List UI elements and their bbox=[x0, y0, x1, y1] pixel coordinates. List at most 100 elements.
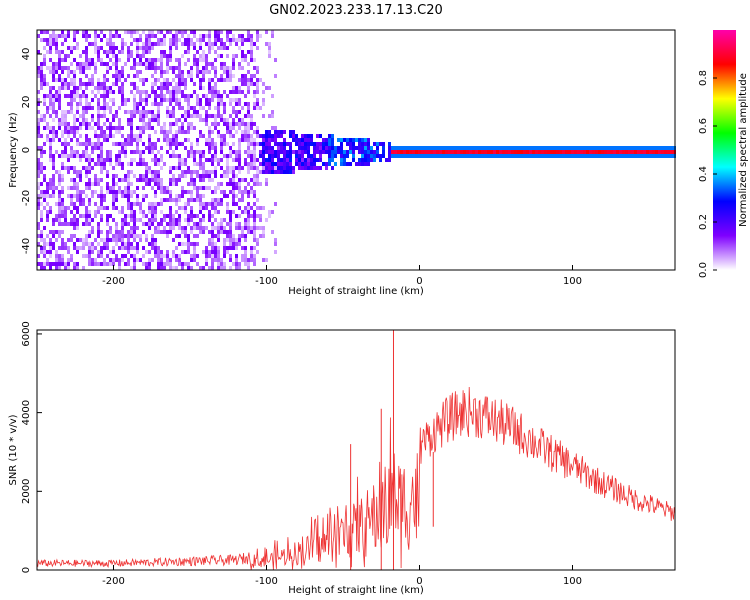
heatmap-cell bbox=[154, 90, 157, 94]
heatmap-cell bbox=[217, 102, 220, 106]
heatmap-cell bbox=[97, 34, 100, 38]
heatmap-cell bbox=[307, 158, 310, 162]
heatmap-cell bbox=[625, 150, 628, 154]
heatmap-cell bbox=[160, 230, 163, 234]
heatmap-cell bbox=[67, 54, 70, 58]
heatmap-cell bbox=[61, 206, 64, 210]
heatmap-cell bbox=[178, 102, 181, 106]
heatmap-cell bbox=[355, 162, 358, 166]
heatmap-cell bbox=[133, 258, 136, 262]
heatmap-cell bbox=[148, 206, 151, 210]
heatmap-cell bbox=[97, 262, 100, 266]
heatmap-cell bbox=[175, 118, 178, 122]
heatmap-cell bbox=[142, 194, 145, 198]
heatmap-cell bbox=[136, 198, 139, 202]
heatmap-cell bbox=[160, 146, 163, 150]
heatmap-cell bbox=[208, 30, 211, 34]
heatmap-cell bbox=[139, 62, 142, 66]
heatmap-cell bbox=[73, 30, 76, 34]
heatmap-cell bbox=[256, 250, 259, 254]
heatmap-cell bbox=[244, 234, 247, 238]
heatmap-cell bbox=[589, 150, 592, 154]
heatmap-cell bbox=[76, 262, 79, 266]
heatmap-cell bbox=[607, 150, 610, 154]
heatmap-cell bbox=[187, 38, 190, 42]
heatmap-cell bbox=[628, 146, 631, 150]
heatmap-cell bbox=[76, 150, 79, 154]
heatmap-cell bbox=[37, 170, 40, 174]
heatmap-cell bbox=[115, 154, 118, 158]
heatmap-cell bbox=[73, 130, 76, 134]
heatmap-cell bbox=[250, 42, 253, 46]
heatmap-cell bbox=[169, 122, 172, 126]
heatmap-cell bbox=[118, 90, 121, 94]
heatmap-cell bbox=[91, 126, 94, 130]
heatmap-cell bbox=[247, 38, 250, 42]
heatmap-cell bbox=[46, 218, 49, 222]
heatmap-cell bbox=[271, 110, 274, 114]
heatmap-cell bbox=[82, 34, 85, 38]
heatmap-cell bbox=[202, 78, 205, 82]
heatmap-cell bbox=[109, 86, 112, 90]
heatmap-cell bbox=[52, 106, 55, 110]
heatmap-cell bbox=[430, 150, 433, 154]
heatmap-cell bbox=[109, 38, 112, 42]
heatmap-cell bbox=[205, 110, 208, 114]
heatmap-cell bbox=[124, 110, 127, 114]
heatmap-cell bbox=[388, 158, 391, 162]
heatmap-cell bbox=[619, 154, 622, 158]
heatmap-cell bbox=[445, 154, 448, 158]
heatmap-cell bbox=[388, 150, 391, 154]
heatmap-cell bbox=[259, 162, 262, 166]
heatmap-cell bbox=[145, 110, 148, 114]
heatmap-cell bbox=[190, 254, 193, 258]
heatmap-cell bbox=[232, 38, 235, 42]
heatmap-cell bbox=[46, 194, 49, 198]
heatmap-cell bbox=[97, 86, 100, 90]
heatmap-cell bbox=[268, 142, 271, 146]
heatmap-cell bbox=[109, 46, 112, 50]
heatmap-cell bbox=[82, 70, 85, 74]
heatmap-cell bbox=[598, 154, 601, 158]
heatmap-cell bbox=[346, 154, 349, 158]
heatmap-cell bbox=[172, 222, 175, 226]
heatmap-cell bbox=[268, 130, 271, 134]
heatmap-cell bbox=[328, 158, 331, 162]
heatmap-cell bbox=[262, 138, 265, 142]
x-tick-label: 100 bbox=[563, 576, 582, 587]
heatmap-cell bbox=[154, 170, 157, 174]
heatmap-cell bbox=[181, 206, 184, 210]
heatmap-cell bbox=[211, 250, 214, 254]
heatmap-cell bbox=[202, 206, 205, 210]
heatmap-cell bbox=[199, 106, 202, 110]
heatmap-cell bbox=[190, 230, 193, 234]
heatmap-cell bbox=[118, 78, 121, 82]
heatmap-cell bbox=[175, 86, 178, 90]
heatmap-cell bbox=[73, 262, 76, 266]
heatmap-cell bbox=[79, 70, 82, 74]
heatmap-cell bbox=[244, 122, 247, 126]
heatmap-cell bbox=[148, 218, 151, 222]
heatmap-cell bbox=[199, 46, 202, 50]
heatmap-cell bbox=[205, 262, 208, 266]
heatmap-cell bbox=[112, 186, 115, 190]
heatmap-cell bbox=[106, 246, 109, 250]
heatmap-cell bbox=[73, 34, 76, 38]
heatmap-cell bbox=[430, 146, 433, 150]
heatmap-cell bbox=[454, 146, 457, 150]
heatmap-cell bbox=[187, 98, 190, 102]
heatmap-cell bbox=[400, 146, 403, 150]
heatmap-cell bbox=[148, 142, 151, 146]
heatmap-cell bbox=[73, 98, 76, 102]
heatmap-cell bbox=[46, 242, 49, 246]
heatmap-cell bbox=[556, 150, 559, 154]
heatmap-cell bbox=[58, 202, 61, 206]
heatmap-cell bbox=[283, 170, 286, 174]
heatmap-cell bbox=[145, 90, 148, 94]
heatmap-cell bbox=[490, 150, 493, 154]
heatmap-cell bbox=[466, 146, 469, 150]
heatmap-cell bbox=[127, 262, 130, 266]
heatmap-cell bbox=[136, 150, 139, 154]
heatmap-cell bbox=[97, 234, 100, 238]
